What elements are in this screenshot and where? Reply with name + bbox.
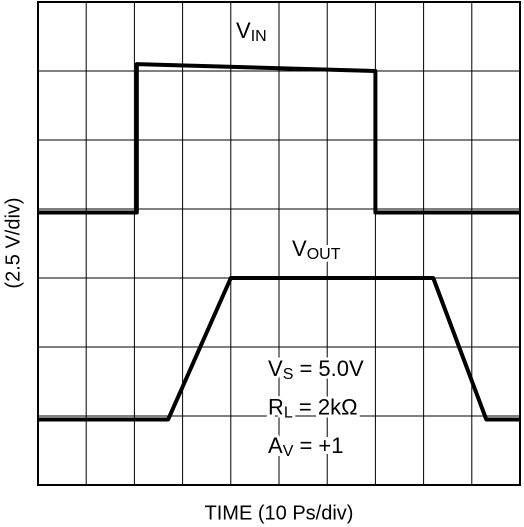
annotation: VOUT: [292, 236, 341, 263]
label-base: V: [268, 356, 283, 381]
label-sub: L: [284, 405, 293, 422]
annotation: VS = 5.0V: [268, 356, 364, 383]
label-sub: OUT: [307, 246, 341, 263]
plot-frame: [37, 1, 521, 486]
x-axis-label: TIME (10 Ps/div): [205, 502, 354, 524]
series-line: [38, 276, 520, 422]
label-rest: = 2kΩ: [293, 394, 358, 419]
label-base: V: [292, 236, 307, 261]
annotation: RL = 2kΩ: [268, 394, 358, 421]
label-base: V: [236, 18, 251, 43]
label-rest: = +1: [293, 433, 343, 458]
label-rest: = 5.0V: [293, 356, 364, 381]
annotation: AV = +1: [268, 433, 344, 460]
label-base: A: [268, 433, 283, 458]
y-axis-label: (2.5 V/div): [2, 197, 24, 288]
label-sub: S: [283, 366, 294, 383]
label-sub: V: [283, 443, 294, 460]
label-sub: IN: [251, 28, 267, 45]
series-line: [38, 62, 520, 215]
label-base: R: [268, 394, 284, 419]
annotation: VIN: [236, 18, 267, 45]
